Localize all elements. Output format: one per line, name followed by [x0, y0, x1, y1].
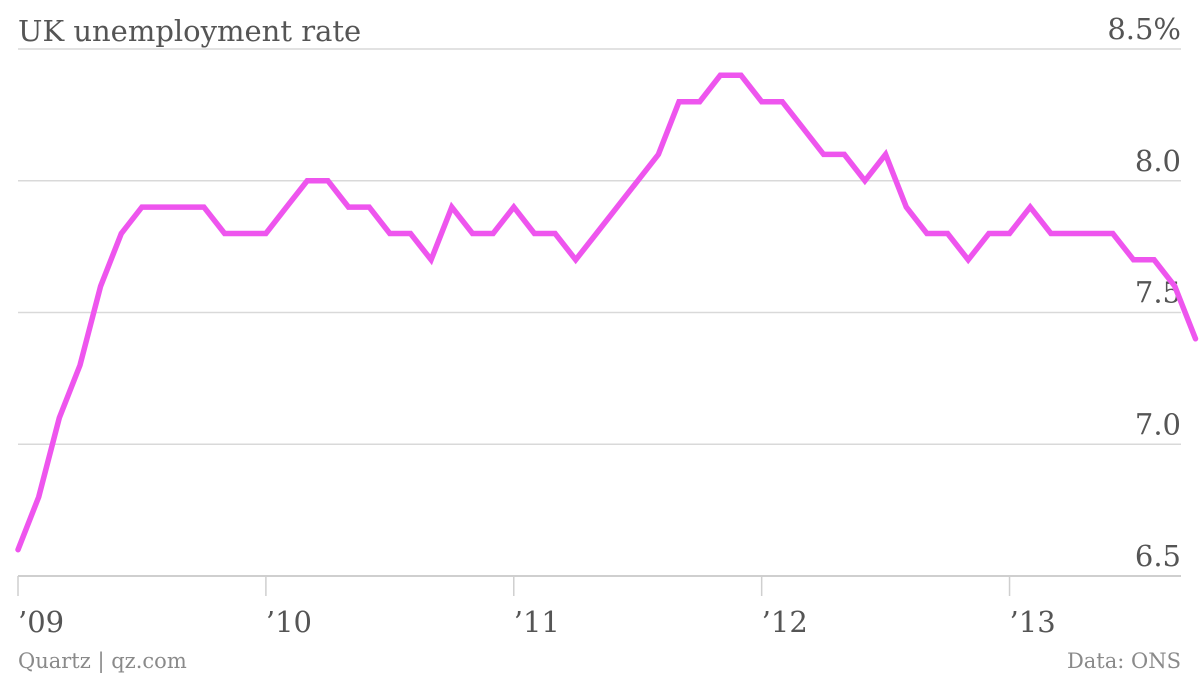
chart-title: UK unemployment rate [18, 14, 361, 48]
x-tick-label: ’09 [18, 605, 64, 639]
data-source: Data: ONS [1067, 649, 1181, 673]
gridlines [18, 48, 1181, 577]
y-axis-tick-labels: 8.5% 8.0 7.5 7.0 6.5 [1107, 12, 1181, 573]
x-axis-ticks: ’09 ’10 ’11 ’12 ’13 [17, 576, 1056, 639]
series-layer [15, 72, 1199, 553]
x-tick-label: ’13 [1010, 605, 1056, 639]
unemployment-rate-line [15, 72, 1199, 553]
y-tick-label: 7.0 [1135, 407, 1181, 441]
y-tick-label: 7.5 [1135, 276, 1181, 310]
x-tick-label: ’11 [514, 605, 560, 639]
x-tick-label: ’10 [266, 605, 312, 639]
y-tick-label: 8.5% [1107, 12, 1181, 46]
source-credit: Quartz | qz.com [18, 649, 187, 674]
x-tick-label: ’12 [762, 605, 808, 639]
y-tick-label: 8.0 [1135, 144, 1181, 178]
y-tick-label: 6.5 [1135, 539, 1181, 573]
